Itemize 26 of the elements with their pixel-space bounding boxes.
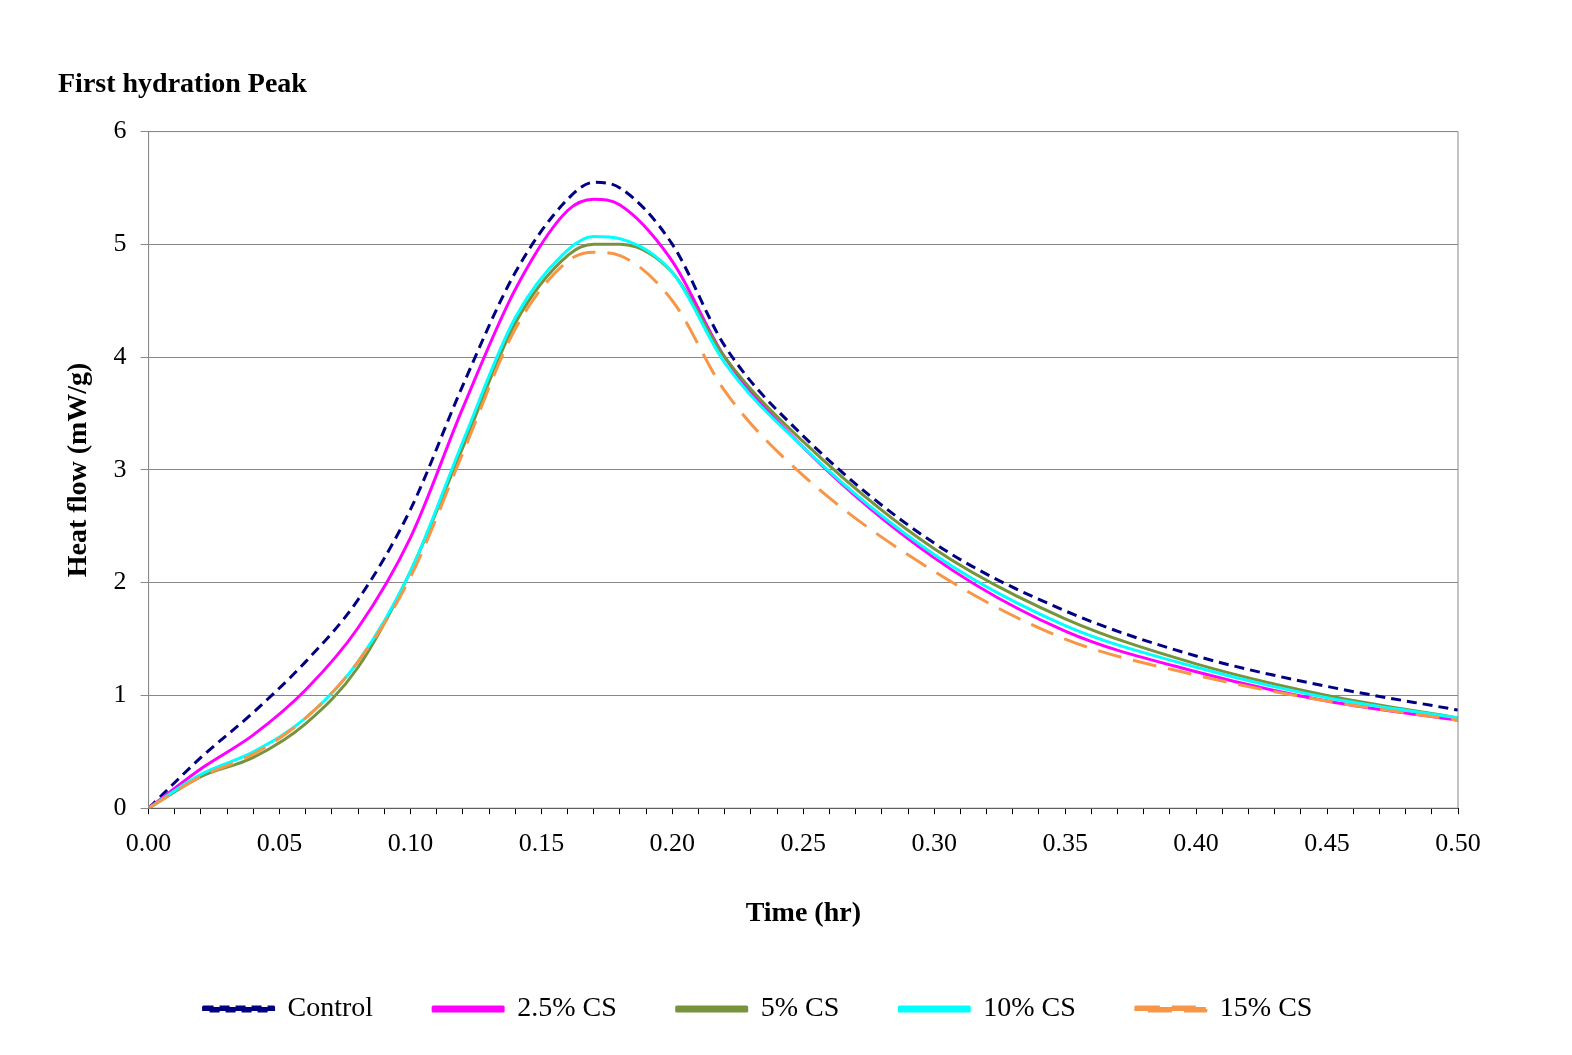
x-tick-label: 0.10 — [387, 827, 434, 857]
x-tick-label: 0.25 — [780, 827, 827, 857]
legend-label: 15% CS — [1219, 991, 1313, 1023]
y-tick-label: 4 — [113, 340, 127, 370]
chart-title: First hydration Peak — [58, 67, 308, 99]
x-tick-label: 0.40 — [1173, 827, 1219, 857]
y-tick-label: 5 — [113, 228, 127, 258]
x-axis-title: Time (hr) — [745, 896, 861, 928]
x-tick-label: 0.45 — [1304, 827, 1350, 857]
y-tick-label: 6 — [113, 115, 127, 145]
x-tick-label: 0.50 — [1435, 827, 1481, 857]
y-axis-title: Heat flow (mW/g) — [61, 362, 93, 578]
legend-label: 10% CS — [983, 991, 1076, 1023]
y-tick-label: 2 — [113, 566, 127, 596]
legend-label: 5% CS — [760, 991, 840, 1023]
x-tick-label: 0.20 — [649, 827, 696, 857]
legend-label: 2.5% CS — [517, 991, 617, 1023]
y-tick-label: 3 — [113, 453, 127, 483]
y-tick-label: 1 — [113, 679, 127, 709]
x-tick-label: 0.00 — [125, 827, 172, 857]
x-tick-label: 0.05 — [256, 827, 303, 857]
x-tick-label: 0.35 — [1042, 827, 1088, 857]
x-tick-label: 0.15 — [518, 827, 565, 857]
x-tick-label: 0.30 — [911, 827, 957, 857]
y-tick-label: 0 — [113, 792, 127, 822]
legend-label: Control — [287, 991, 374, 1023]
